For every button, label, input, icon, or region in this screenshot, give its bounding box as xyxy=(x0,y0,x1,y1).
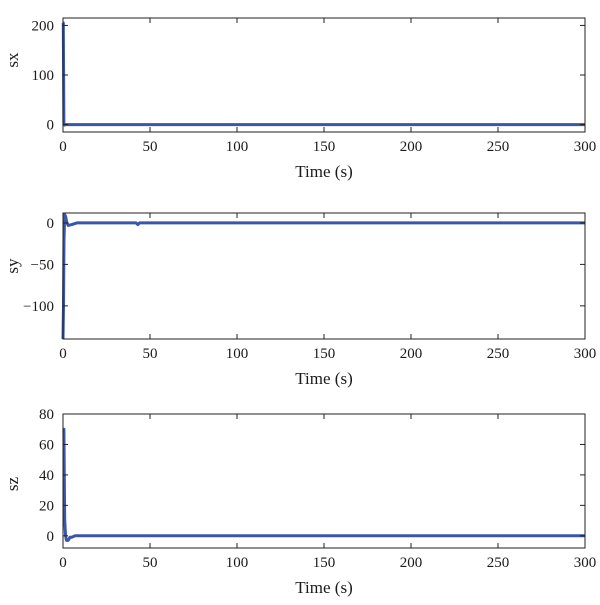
y-tick-label: 40 xyxy=(39,468,54,484)
y-axis-label: sy xyxy=(3,258,22,274)
x-tick-label: 300 xyxy=(574,346,597,362)
x-tick-label: 200 xyxy=(400,139,423,155)
x-axis-label: Time (s) xyxy=(295,369,352,388)
x-tick-label: 100 xyxy=(226,555,249,571)
x-tick-label: 250 xyxy=(487,555,510,571)
y-tick-label: 0 xyxy=(47,529,55,545)
x-tick-label: 100 xyxy=(226,346,249,362)
y-tick-label: 0 xyxy=(47,118,55,134)
x-tick-label: 200 xyxy=(400,555,423,571)
y-tick-label: 200 xyxy=(32,18,55,34)
x-tick-label: 50 xyxy=(143,139,158,155)
axes-frame xyxy=(62,413,586,549)
x-axis-label: Time (s) xyxy=(295,162,352,181)
x-tick-label: 250 xyxy=(487,139,510,155)
subplot-sy: 0 50 100 150 200 250 300 0 −50 −100 Time (s) sy xyxy=(3,212,597,388)
x-tick-label: 0 xyxy=(59,139,67,155)
y-tick-label: 100 xyxy=(32,68,55,84)
y-tick-label: 80 xyxy=(39,407,54,423)
x-tick-label: 300 xyxy=(574,555,597,571)
y-tick-label: 0 xyxy=(47,216,55,232)
data-line-sz xyxy=(62,427,585,542)
data-line-sx xyxy=(61,21,585,127)
y-axis-label: sz xyxy=(3,476,22,491)
x-tick-label: 150 xyxy=(313,555,336,571)
x-axis-label: Time (s) xyxy=(295,578,352,597)
subplot-sz: 0 50 100 150 200 250 300 0 20 40 60 80 Time (s) sz xyxy=(3,407,596,597)
y-tick-label: 20 xyxy=(39,498,54,514)
x-tick-label: 150 xyxy=(313,346,336,362)
axes-frame xyxy=(62,212,586,340)
x-tick-label: 200 xyxy=(400,346,423,362)
x-tick-label: 0 xyxy=(59,555,67,571)
y-tick-label: −50 xyxy=(31,257,54,273)
x-tick-label: 50 xyxy=(143,555,158,571)
y-tick-label: −100 xyxy=(23,299,54,315)
data-line-sy xyxy=(61,213,585,340)
x-tick-label: 300 xyxy=(574,139,597,155)
x-tick-label: 0 xyxy=(59,346,67,362)
subplot-sx: 0 50 100 150 200 250 300 0 100 200 Time (s) sx xyxy=(3,17,597,181)
x-tick-label: 50 xyxy=(143,346,158,362)
y-tick-label: 60 xyxy=(39,437,54,453)
y-axis-label: sx xyxy=(3,52,22,68)
x-tick-label: 250 xyxy=(487,346,510,362)
x-tick-label: 150 xyxy=(313,139,336,155)
axes-frame xyxy=(62,17,586,133)
x-tick-label: 100 xyxy=(226,139,249,155)
